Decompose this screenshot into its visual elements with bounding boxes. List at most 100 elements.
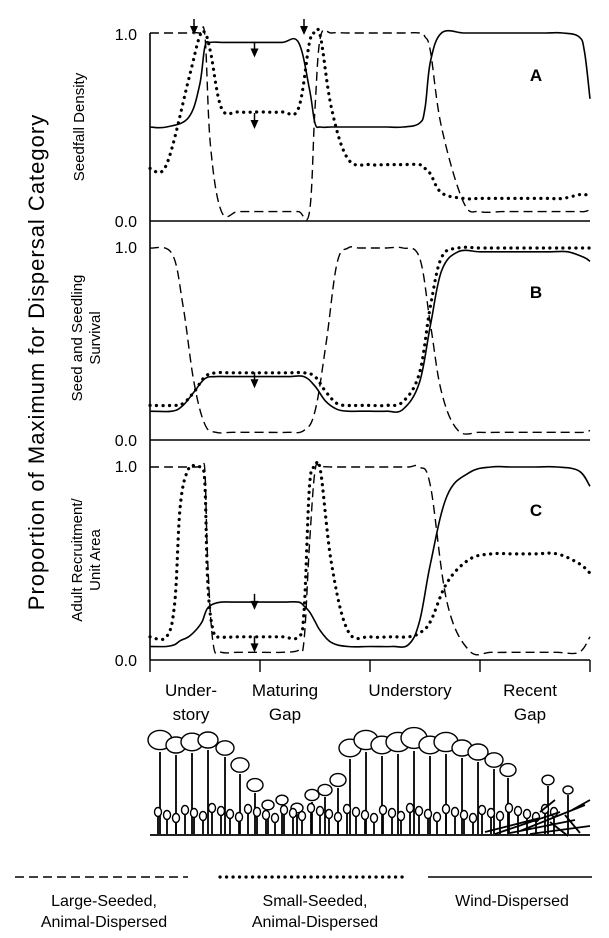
legend-label-large-seeded: Large-Seeded,: [51, 893, 157, 910]
zone-label-recent-gap-b: Gap: [514, 705, 546, 724]
panel-b-series-dotted-line: [148, 245, 592, 408]
sapling-leaf: [189, 807, 199, 819]
sapling-leaf: [153, 806, 163, 818]
sapling-leaf: [486, 807, 496, 819]
sapling-leaf: [252, 806, 262, 818]
sapling-leaf: [351, 806, 361, 818]
panel-c-ylabel-line-2: Unit Area: [87, 528, 104, 590]
tree-crown: [562, 785, 574, 795]
tree-crown: [484, 752, 504, 768]
panel-a-ylabel: Seedfall Density: [71, 72, 88, 181]
panel-b-series-solid-line: [149, 249, 591, 413]
sapling-leaf: [468, 812, 478, 824]
panel-b-ylabel-line-2: Survival: [87, 311, 104, 364]
panel-b-ylabel-line-1: Seed and Seedling: [69, 275, 86, 402]
forest-illustration: [147, 726, 591, 837]
panel-c-ytick-bottom: 0.0: [115, 653, 137, 670]
panel-c-series: [148, 459, 592, 656]
tree-crown: [329, 772, 347, 788]
zone-label-maturing-gap-b: Gap: [269, 705, 301, 724]
sapling-leaf: [270, 812, 280, 824]
legend-label-wind: Wind-Dispersed: [455, 893, 569, 910]
sapling-leaf: [369, 812, 379, 824]
tree-crown: [246, 777, 264, 793]
panel-c: 1.0 0.0 C Adult Recruitment/ Unit Area: [69, 440, 592, 670]
sapling-leaf: [477, 804, 487, 816]
sapling-leaf: [234, 811, 244, 823]
panel-a-arrow-head-2: [250, 120, 259, 129]
panel-b-arrows: [250, 372, 259, 389]
tree-crown: [215, 740, 235, 756]
panel-a-series-solid-line: [149, 29, 591, 129]
sapling-leaf: [432, 811, 442, 823]
zone-label-understory-1: Under-: [165, 681, 217, 700]
panel-c-series-solid-line: [149, 465, 591, 648]
zone-label-understory-1-b: story: [173, 705, 210, 724]
legend: Large-Seeded, Animal-Dispersed Small-See…: [15, 875, 592, 931]
panel-a-series-dashed-line: [150, 26, 591, 221]
panel-a-series-dotted-line: [148, 27, 592, 201]
sapling-leaf: [225, 808, 235, 820]
tree-crown: [230, 757, 250, 773]
panel-a-arrow-head-3: [300, 26, 308, 35]
panel-b-label: B: [530, 283, 542, 302]
sapling-leaf: [162, 809, 172, 821]
sapling-leaf: [450, 806, 460, 818]
sapling-leaf: [504, 802, 514, 814]
sapling-leaf: [306, 802, 316, 814]
sapling-leaf: [333, 811, 343, 823]
panel-c-ylabel-line-1: Adult Recruitment/: [69, 497, 86, 621]
sapling-leaf: [342, 803, 352, 815]
panel-c-series-dotted-line: [148, 459, 592, 642]
sapling-leaf: [360, 809, 370, 821]
panel-c-arrow-head-1: [250, 643, 259, 653]
sapling-leaf: [459, 809, 469, 821]
panel-b-ytick-bottom: 0.0: [115, 433, 137, 450]
sapling-leaf: [324, 808, 334, 820]
sapling-leaf: [423, 808, 433, 820]
sapling-leaf: [405, 802, 415, 814]
sapling-leaf: [297, 810, 307, 822]
zone-label-understory-2: Understory: [368, 681, 452, 700]
panel-c-arrow-head-0: [250, 600, 259, 610]
zone-label-maturing-gap: Maturing: [252, 681, 318, 700]
tree-crown: [197, 731, 219, 749]
tree-crown: [304, 788, 320, 802]
sapling-leaf: [279, 804, 289, 816]
sapling-leaf: [288, 807, 298, 819]
zone-ticks: [149, 660, 591, 672]
sapling-leaf: [387, 807, 397, 819]
panel-c-ylabel: Adult Recruitment/ Unit Area: [69, 497, 104, 621]
zone-labels: Under- story Maturing Gap Understory Rec…: [165, 681, 557, 724]
sapling-leaf: [198, 810, 208, 822]
tree-crown: [541, 774, 555, 786]
panel-a: 1.0 0.0 A Seedfall Density: [71, 19, 592, 231]
sapling-leaf: [171, 812, 181, 824]
panel-a-arrow-head-0: [190, 26, 198, 35]
panel-b: 1.0 0.0 B Seed and Seedling Survival: [69, 221, 592, 450]
zone-label-recent-gap: Recent: [503, 681, 557, 700]
sapling-leaf: [180, 804, 190, 816]
sapling-leaf: [414, 805, 424, 817]
panel-c-label: C: [530, 501, 542, 520]
panel-b-series-dashed-line: [149, 246, 591, 435]
sapling-leaf: [396, 810, 406, 822]
panel-a-label: A: [530, 66, 542, 85]
legend-label-small-seeded-b: Animal-Dispersed: [252, 914, 378, 931]
sapling-leaf: [522, 808, 532, 820]
panel-c-series-dashed-line: [149, 462, 591, 656]
sapling-leaf: [261, 809, 271, 821]
panel-b-arrow-head-0: [250, 379, 259, 389]
sapling-leaf: [513, 805, 523, 817]
sapling-leaf: [441, 803, 451, 815]
sapling-leaf: [315, 805, 325, 817]
panel-b-ylabel: Seed and Seedling Survival: [69, 275, 104, 402]
sapling-leaf: [495, 810, 505, 822]
tree-crown: [467, 743, 489, 761]
tree-crown: [499, 762, 517, 778]
tree-crown: [261, 799, 275, 811]
panel-c-arrows: [250, 593, 259, 653]
tree-crown: [275, 794, 289, 806]
tree-crown: [317, 783, 333, 797]
sapling-leaf: [378, 804, 388, 816]
